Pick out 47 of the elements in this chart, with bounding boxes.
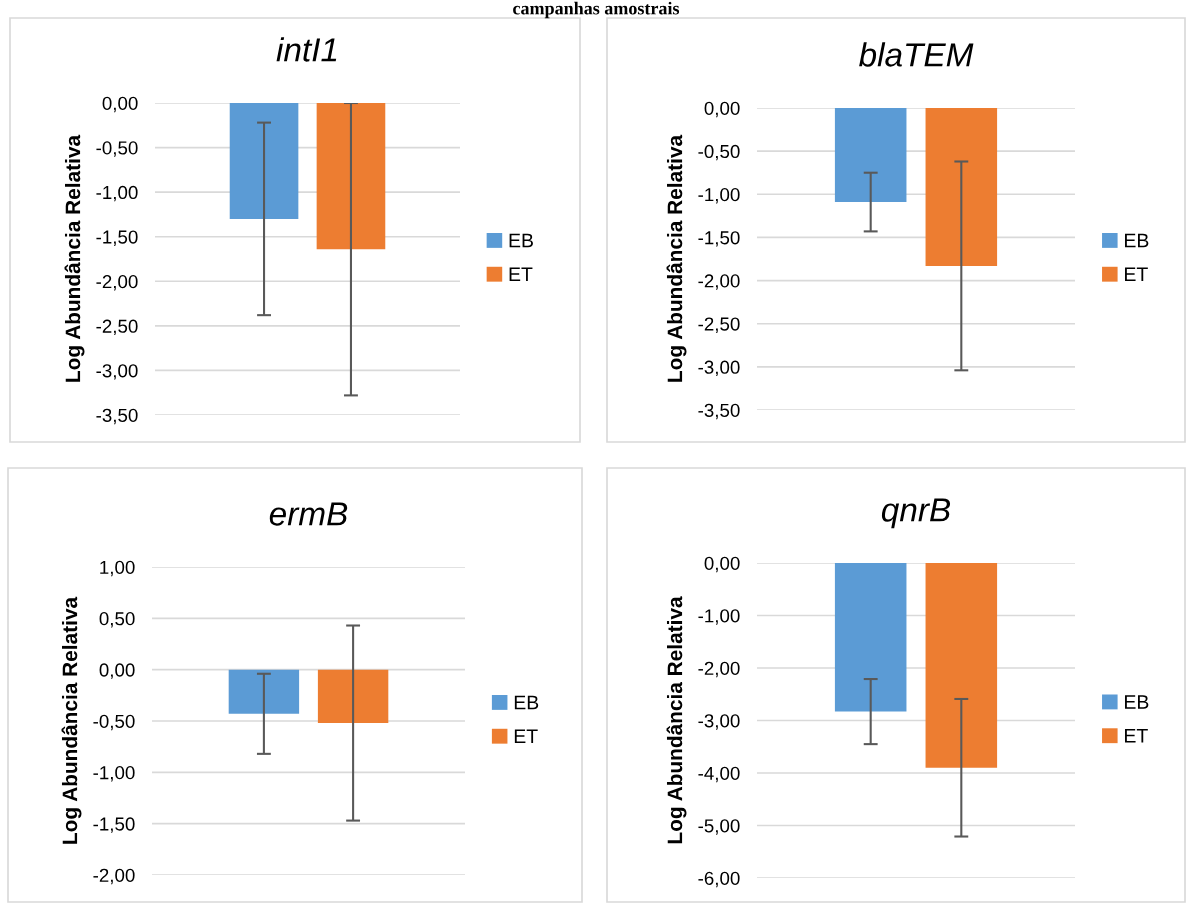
y-tick-label: -1,50 [698,231,740,247]
legend-label: EB [1125,233,1149,248]
text: campanhas amostrais [513,1,680,19]
y-tick-label: -3,00 [96,364,138,380]
y-tick-label: -2,50 [698,317,740,333]
y-tick-label: 0,00 [704,556,740,573]
y-tick-label: -1,00 [698,187,740,204]
y-axis-title: Log Abundância Relativa [666,134,687,382]
y-tick-label: -2,50 [96,319,138,336]
y-tick-label: 0,50 [99,612,135,628]
y-tick-label: -3,50 [96,408,138,425]
y-tick-label: 0,00 [102,96,138,113]
legend-label: ET [509,267,533,281]
chart-title: ermB [269,502,348,526]
y-tick-label: 0,00 [704,101,740,118]
y-tick-label: -4,00 [698,766,740,783]
y-tick-label: -3,00 [698,360,740,377]
y-tick-label: -1,50 [93,817,135,833]
y-tick-label: -1,00 [93,766,135,782]
legend-label: ET [514,729,538,743]
y-tick-label: -1,00 [698,609,740,625]
y-tick-label: -0,50 [698,144,740,161]
y-tick-label: -2,00 [698,274,740,290]
y-tick-label: -2,00 [698,661,740,678]
y-tick-label: -1,00 [96,185,138,202]
y-tick-label: -2,00 [96,274,138,291]
y-tick-label: 0,00 [99,663,135,679]
y-tick-label: -2,00 [93,868,135,885]
chart-title: blaTEM [859,42,974,67]
y-tick-label: -6,00 [698,871,740,888]
y-tick-label: 1,00 [100,560,135,577]
y-axis-title: Log Abundância Relativa [666,596,687,844]
y-tick-label: -5,00 [698,819,740,835]
y-tick-label: -0,50 [93,714,135,731]
legend-label: ET [1125,267,1148,281]
legend-label: EB [514,695,539,710]
legend-label: EB [1125,695,1149,709]
y-axis-title: Log Abundância Relativa [61,596,82,844]
chart-title: intI1 [276,37,337,62]
y-tick-label: -3,00 [698,714,740,730]
y-tick-label: -1,50 [96,230,138,246]
legend-label: ET [1125,729,1148,743]
chart-title: qnrB [881,498,951,529]
y-tick-label: -0,50 [96,141,138,157]
legend-label: EB [509,233,533,248]
y-tick-label: -3,50 [698,403,740,420]
y-axis-title: Log Abundância Relativa [64,134,85,382]
